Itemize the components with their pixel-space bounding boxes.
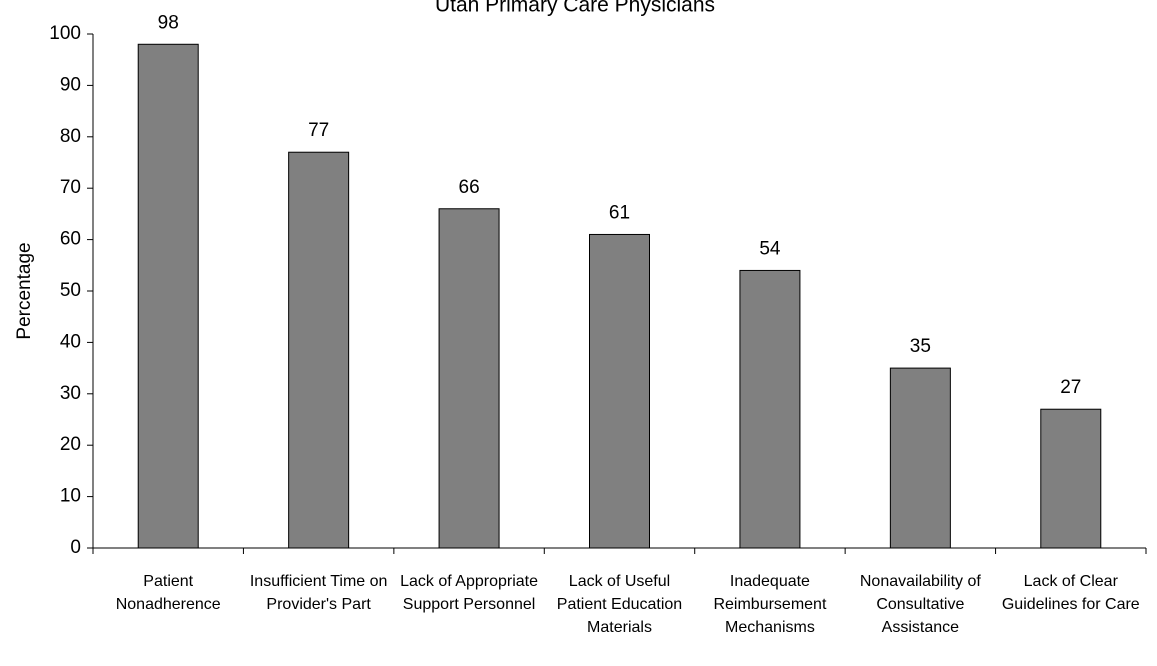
- data-label: 27: [1060, 377, 1081, 398]
- bar: [739, 269, 801, 549]
- x-tick-label: Patient Nonadherence: [115, 573, 221, 613]
- data-label: 61: [609, 202, 630, 223]
- y-tick-label: 70: [60, 177, 81, 198]
- y-tick-label: 50: [60, 280, 81, 301]
- x-tick-label: Lack of Appropriate Support Personnel: [400, 573, 538, 613]
- y-tick-label: 20: [60, 434, 81, 455]
- chart-title: Utah Primary Care Physicians: [435, 0, 715, 17]
- y-tick-label: 30: [60, 383, 81, 404]
- bar: [438, 208, 500, 549]
- data-label: 66: [459, 177, 480, 198]
- x-tick-label: Insufficient Time on Provider's Part: [249, 573, 388, 613]
- y-tick-label: 60: [60, 229, 81, 250]
- x-tick-label: Lack of Clear Guidelines for Care: [1001, 573, 1140, 613]
- y-tick-label: 90: [60, 74, 81, 95]
- data-label: 77: [308, 120, 329, 141]
- bar: [137, 43, 199, 549]
- bar: [589, 233, 650, 549]
- bar: [288, 151, 350, 549]
- data-label: 98: [158, 12, 179, 33]
- y-tick-label: 100: [49, 23, 81, 44]
- y-tick-label: 10: [60, 486, 81, 507]
- y-tick-label: 0: [70, 537, 81, 558]
- y-axis-label: Percentage: [14, 242, 35, 339]
- bar: [889, 367, 951, 549]
- y-tick-label: 40: [60, 331, 81, 352]
- x-tick-label: Inadequate Reimbursement Mechanisms: [713, 573, 827, 636]
- bar: [1040, 408, 1102, 549]
- x-tick-label: Nonavailability of Consultative Assistan…: [859, 573, 981, 636]
- x-tick-label: Lack of Useful Patient Education Materia…: [556, 573, 683, 636]
- y-tick-label: 80: [60, 126, 81, 147]
- data-label: 35: [910, 336, 931, 357]
- data-label: 54: [759, 238, 781, 259]
